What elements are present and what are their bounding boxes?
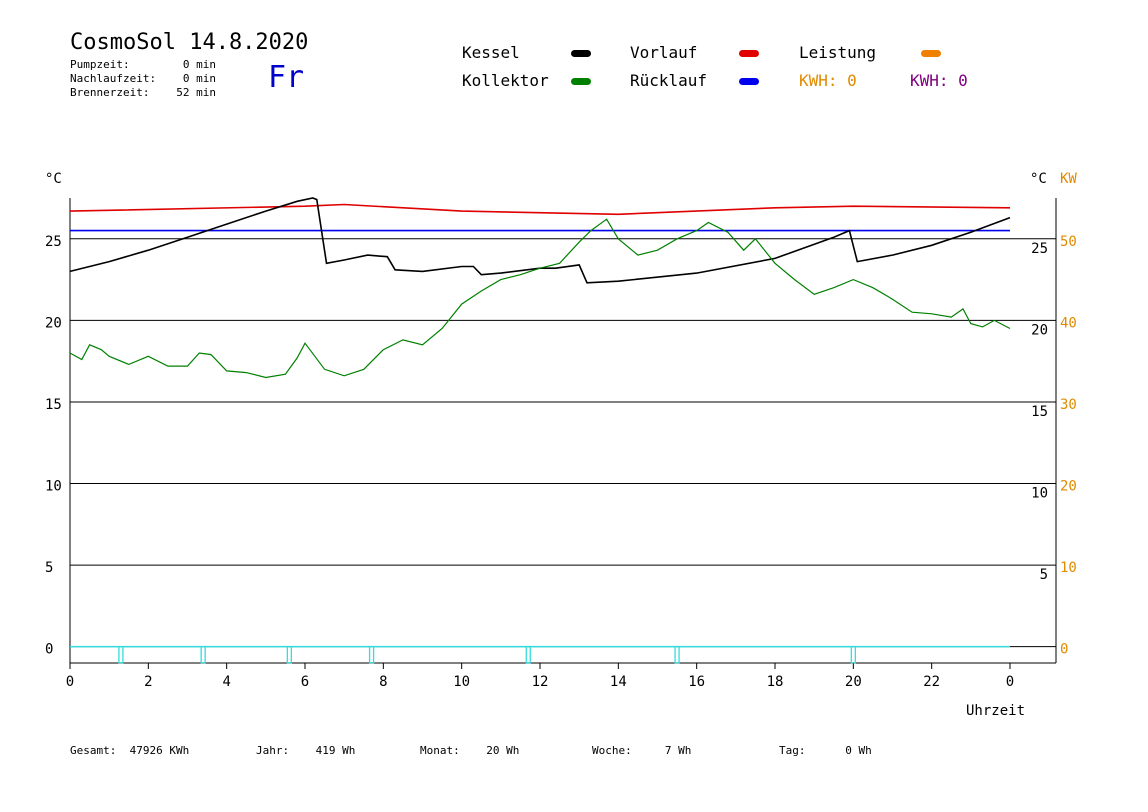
x-tick-label: 8: [379, 674, 387, 690]
footer-woche: Woche: 7 Wh: [592, 744, 692, 757]
legend-kwh-orange: KWH: 0: [799, 71, 857, 90]
pump-pulse: [850, 646, 856, 664]
kessel-line: [69, 197, 1011, 284]
footer-jahr: Jahr: 419 Wh: [256, 744, 356, 757]
y-tick-right-kw: 10: [1060, 560, 1077, 576]
y-tick-right-kw: 40: [1060, 315, 1077, 331]
y-tick-right-kw: 0: [1060, 642, 1068, 658]
x-tick-label: 22: [923, 674, 940, 690]
x-tick-label: 14: [610, 674, 627, 690]
y-tick-right-c: 15: [1031, 404, 1048, 420]
pump-pulse: [200, 646, 206, 664]
x-tick-label: 0: [66, 674, 74, 690]
legend-vorlauf-swatch: [739, 50, 759, 57]
x-tick-label: 20: [845, 674, 862, 690]
pumpzeit-label: Pumpzeit:: [70, 58, 130, 71]
legend-vorlauf: Vorlauf: [630, 43, 698, 62]
y-tick-right-c: 20: [1031, 322, 1048, 338]
y-axis-right-unit-kw: KW: [1060, 171, 1077, 187]
legend-kollektor: Kollektor: [462, 71, 549, 90]
chart-title: CosmoSol 14.8.2020: [70, 30, 309, 55]
nachlaufzeit-label: Nachlaufzeit:: [70, 72, 157, 85]
y-tick-right-kw: 20: [1060, 479, 1077, 495]
legend-leistung-swatch: [921, 50, 941, 57]
x-tick-label: 4: [222, 674, 230, 690]
y-tick-right-c: 5: [1040, 567, 1048, 583]
y-axis-left-unit: °C: [45, 171, 62, 187]
y-tick-left: 25: [45, 234, 62, 250]
footer-monat: Monat: 20 Wh: [420, 744, 520, 757]
x-tick-label: 0: [1006, 674, 1014, 690]
nachlaufzeit-value: 0 min: [182, 72, 216, 85]
y-tick-left: 5: [45, 560, 53, 576]
pump-pulse: [368, 646, 375, 664]
x-tick-label: 12: [532, 674, 549, 690]
y-tick-left: 0: [45, 642, 53, 658]
pump-pulse: [118, 646, 124, 664]
legend-ruecklauf: Rücklauf: [630, 71, 708, 90]
pump-pulse: [525, 646, 531, 664]
pump-pulse: [674, 646, 680, 664]
vorlauf-line: [69, 203, 1011, 216]
y-tick-right-kw: 50: [1060, 234, 1077, 250]
legend-kessel-swatch: [571, 50, 591, 57]
y-tick-left: 15: [45, 397, 62, 413]
legend-kollektor-swatch: [571, 78, 591, 85]
x-axis-label: Uhrzeit: [966, 703, 1025, 719]
brennerzeit-value: 52 min: [176, 86, 216, 99]
y-tick-right-c: 25: [1031, 241, 1048, 257]
x-tick-label: 18: [767, 674, 784, 690]
legend-ruecklauf-swatch: [739, 78, 759, 85]
legend-kwh-purple: KWH: 0: [910, 71, 968, 90]
x-tick-label: 6: [301, 674, 309, 690]
legend-kessel: Kessel: [462, 43, 520, 62]
legend-leistung: Leistung: [799, 43, 877, 62]
footer-tag: Tag: 0 Wh: [779, 744, 872, 757]
y-tick-left: 20: [45, 315, 62, 331]
pump-pulse: [286, 646, 292, 664]
weekday-label: Fr: [268, 60, 305, 95]
x-tick-label: 10: [453, 674, 470, 690]
footer-gesamt: Gesamt: 47926 KWh: [70, 744, 190, 757]
y-axis-right-unit-c: °C: [1030, 171, 1047, 187]
kollektor-line: [69, 218, 1011, 379]
y-tick-right-c: 10: [1031, 486, 1048, 502]
x-tick-label: 16: [688, 674, 705, 690]
y-tick-left: 10: [45, 479, 62, 495]
x-tick-label: 2: [144, 674, 152, 690]
y-tick-right-kw: 30: [1060, 397, 1077, 413]
pumpzeit-value: 0 min: [182, 58, 216, 71]
brennerzeit-label: Brennerzeit:: [70, 86, 150, 99]
